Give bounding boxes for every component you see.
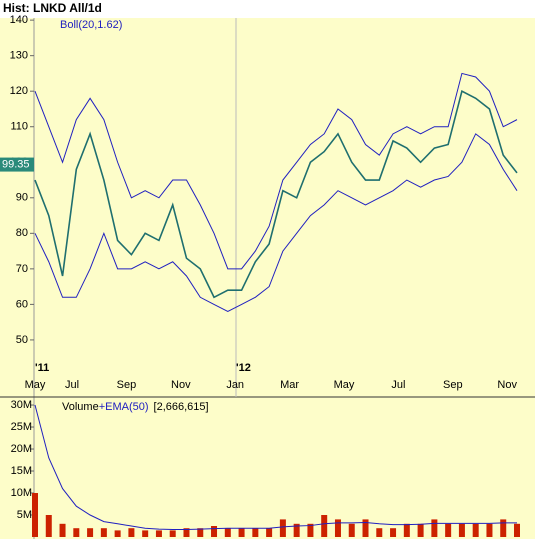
y-tick-label: 80: [16, 227, 28, 239]
y-tick-label: 20M: [11, 443, 32, 455]
x-tick-label: Jan: [226, 379, 244, 391]
x-tick-label: Jul: [65, 379, 79, 391]
volume-label: Volume+EMA(50) [2,666,615]: [62, 401, 209, 413]
volume-bar: [348, 523, 355, 537]
volume-bar: [100, 528, 107, 537]
volume-bar: [514, 523, 520, 537]
volume-bar: [376, 528, 383, 537]
y-tick-label: 60: [16, 298, 28, 310]
volume-bar: [114, 530, 121, 537]
last-price-label: 99.35: [2, 158, 30, 170]
volume-bar: [87, 528, 94, 537]
volume-bar: [321, 515, 328, 537]
volume-bar: [211, 526, 218, 537]
volume-bar: [45, 515, 52, 537]
title-bar: [0, 0, 535, 18]
band-line: [34, 133, 518, 313]
volume-bar: [431, 519, 438, 537]
x-tick-label: Sep: [443, 379, 463, 391]
y-tick-label: 140: [10, 14, 28, 26]
y-tick-label: 5M: [17, 509, 32, 521]
volume-bar: [279, 519, 286, 537]
volume-bar: [252, 528, 259, 537]
volume-bar: [32, 493, 38, 537]
ema-line: [34, 404, 517, 531]
x-tick-label: Sep: [117, 379, 137, 391]
volume-bar: [224, 528, 231, 537]
volume-bar: [486, 523, 493, 537]
volume-bar: [183, 528, 190, 537]
x-tick-label: May: [334, 379, 355, 391]
background: [0, 18, 535, 539]
volume-bar: [155, 530, 162, 537]
volume-bar: [169, 530, 176, 537]
y-tick-label: 110: [10, 121, 28, 133]
volume-bar: [142, 530, 149, 537]
volume-bar: [458, 523, 465, 537]
indicator-label: Boll(20,1.62): [60, 19, 122, 31]
volume-name: Volume: [62, 401, 99, 413]
y-tick-label: 50: [16, 334, 28, 346]
last-price-box: [0, 157, 34, 172]
y-tick-label: 70: [16, 263, 28, 275]
price-line: [34, 90, 518, 299]
y-tick-label: 120: [10, 85, 28, 97]
y-tick-label: 25M: [11, 421, 32, 433]
x-tick-label: May: [25, 379, 46, 391]
volume-bar: [128, 528, 135, 537]
volume-bar: [390, 528, 397, 537]
y-tick-label: 10M: [11, 487, 32, 499]
volume-bar: [238, 528, 245, 537]
x-tick-label: Mar: [280, 379, 299, 391]
year-label: '11: [35, 362, 49, 374]
band-line: [34, 72, 518, 270]
volume-bar: [293, 523, 300, 537]
volume-bar: [417, 523, 424, 537]
volume-bar: [472, 523, 479, 537]
ema-value: [2,666,615]: [154, 401, 209, 413]
y-tick-label: 15M: [11, 465, 32, 477]
ema-name: +EMA(50): [99, 401, 149, 413]
x-tick-label: Jul: [391, 379, 405, 391]
volume-bar: [403, 523, 410, 537]
y-tick-label: 130: [10, 50, 28, 62]
volume-bar: [307, 523, 314, 537]
chart-title: Hist: LNKD All/1d: [3, 1, 102, 15]
volume-bar: [197, 528, 204, 537]
y-tick-label: 90: [16, 192, 28, 204]
volume-bar: [59, 523, 66, 537]
year-label: '12: [236, 362, 251, 374]
volume-bar: [445, 523, 452, 537]
volume-bar: [266, 528, 273, 537]
x-tick-label: Nov: [497, 379, 517, 391]
volume-bar: [334, 519, 341, 537]
volume-bar: [73, 528, 80, 537]
y-tick-label: 30M: [11, 399, 32, 411]
volume-bar: [362, 519, 369, 537]
volume-bar: [500, 519, 507, 537]
x-tick-label: Nov: [171, 379, 191, 391]
